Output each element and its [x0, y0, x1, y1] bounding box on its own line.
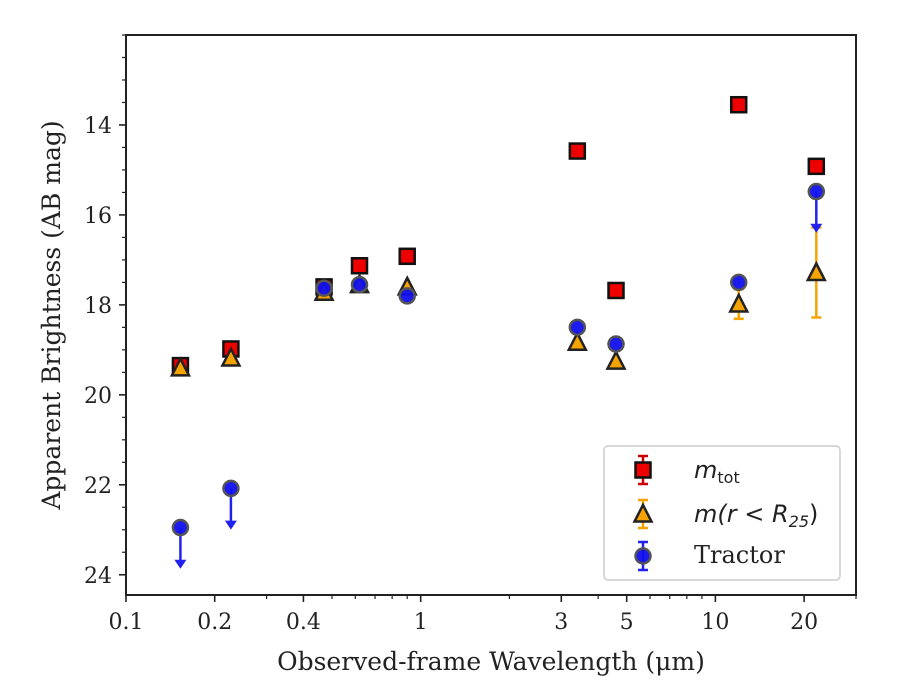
data-point-square — [568, 142, 587, 160]
x-tick-label: 0.4 — [286, 610, 321, 635]
data-point-square — [729, 95, 748, 114]
data-point-square — [607, 281, 625, 300]
data-point-circle — [729, 273, 748, 292]
data-point-triangle — [728, 292, 750, 313]
legend-marker-triangle — [632, 502, 654, 523]
y-axis-ticks: 14 16 18 20 22 24 — [84, 34, 126, 589]
data-point-circle — [171, 518, 190, 537]
legend-box — [603, 445, 841, 581]
y-tick-label: 18 — [84, 294, 112, 319]
x-tick-label: 0.2 — [197, 610, 232, 635]
data-point-circle — [222, 479, 240, 498]
data-point-square — [350, 256, 369, 275]
data-point-circle — [315, 279, 333, 297]
series-circle — [171, 182, 826, 569]
data-point-triangle — [605, 349, 627, 370]
x-tick-label: 10 — [701, 610, 729, 635]
y-tick-label: 20 — [84, 384, 112, 409]
data-point-circle — [568, 318, 587, 337]
data-point-triangle — [169, 356, 191, 377]
legend-label-mr25: m(r < R25) — [694, 500, 818, 531]
data-point-square — [398, 247, 416, 266]
legend: mtot m(r < R25) Tractor — [603, 445, 841, 581]
data-point-triangle — [220, 346, 242, 367]
y-tick-label: 14 — [84, 114, 112, 139]
y-tick-label: 22 — [84, 474, 112, 499]
upper-limit-arrow — [174, 559, 187, 569]
x-tick-label: 0.1 — [109, 610, 144, 635]
y-tick-label: 24 — [84, 564, 112, 589]
x-axis-ticks: 0.1 0.2 0.4 1 3 5 10 20 — [109, 595, 857, 635]
data-point-square — [807, 157, 826, 176]
data-point-circle — [807, 182, 826, 201]
legend-marker-circle — [634, 547, 652, 565]
y-axis-title: Apparent Brightness (AB mag) — [37, 120, 66, 510]
data-point-triangle — [805, 260, 827, 282]
x-tick-label: 5 — [620, 610, 634, 635]
legend-label-mtot: mtot — [694, 456, 740, 487]
x-axis-title: Observed-frame Wavelength (μm) — [277, 647, 705, 676]
data-marks — [169, 95, 827, 569]
x-tick-label: 1 — [414, 610, 428, 635]
data-point-circle — [398, 287, 416, 305]
y-tick-label: 16 — [84, 204, 112, 229]
x-tick-label: 20 — [790, 610, 818, 635]
data-point-circle — [350, 275, 369, 294]
upper-limit-arrow — [810, 223, 823, 233]
legend-marker-square — [634, 461, 652, 479]
data-point-circle — [607, 335, 625, 353]
x-tick-label: 3 — [554, 610, 568, 635]
legend-label-tractor: Tractor — [694, 541, 785, 569]
upper-limit-arrow — [224, 520, 237, 530]
data-point-triangle — [566, 330, 588, 351]
